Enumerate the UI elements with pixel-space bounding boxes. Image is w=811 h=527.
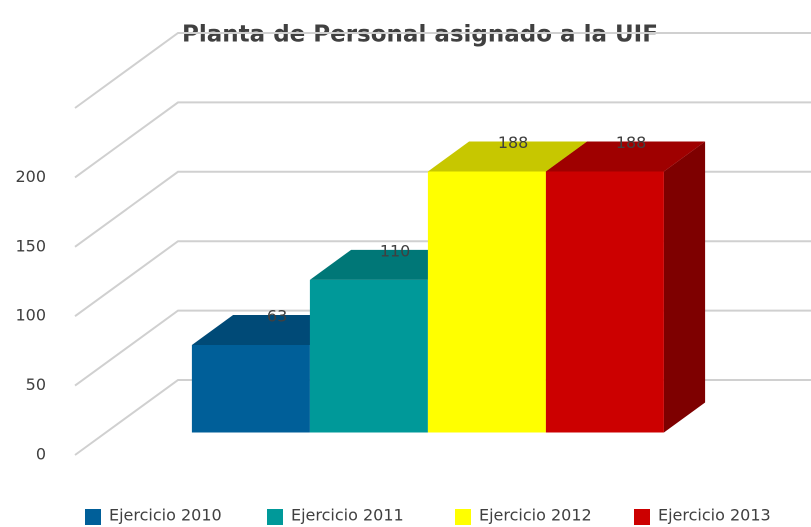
legend-swatch <box>634 509 650 525</box>
value-label: 188 <box>616 133 647 152</box>
bar <box>427 171 546 433</box>
bar-top <box>427 141 588 172</box>
bar <box>545 171 664 433</box>
legend-label: Ejercicio 2013 <box>658 506 771 525</box>
bar <box>191 345 310 433</box>
legend-label: Ejercicio 2010 <box>109 506 222 525</box>
y-tick-label: 150 <box>15 236 46 255</box>
y-tick-label: 200 <box>15 167 46 186</box>
value-label: 188 <box>498 133 529 152</box>
bar-side <box>663 141 706 433</box>
legend-swatch <box>267 509 283 525</box>
bar <box>309 279 428 433</box>
legend-label: Ejercicio 2011 <box>291 506 404 525</box>
value-label: 110 <box>380 241 411 260</box>
legend-swatch <box>85 509 101 525</box>
y-tick-label: 0 <box>36 445 46 464</box>
legend-label: Ejercicio 2012 <box>479 506 592 525</box>
y-tick-label: 50 <box>26 375 46 394</box>
bar-top <box>545 141 706 172</box>
y-tick-label: 100 <box>15 306 46 325</box>
wall-top <box>74 32 811 109</box>
value-label: 63 <box>267 307 287 326</box>
chart-title: Planta de Personal asignado a la UIF <box>182 22 658 48</box>
legend-swatch <box>455 509 471 525</box>
grid-line <box>74 101 811 179</box>
